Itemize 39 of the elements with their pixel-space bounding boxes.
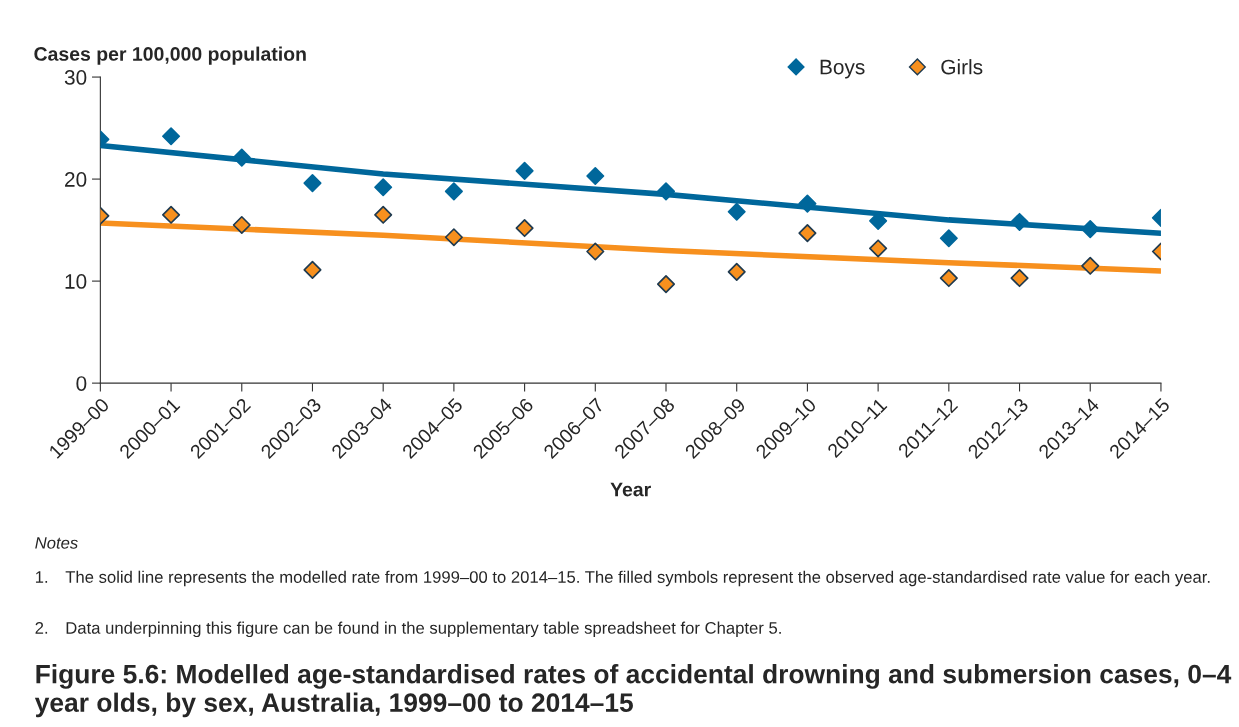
point: [939, 268, 958, 288]
point: [1081, 220, 1100, 239]
point: [303, 174, 322, 193]
point: [798, 224, 817, 243]
text: 1. The solid line represents the modelled rate from 1999–00 to 2014–15. The filled symbols represent the observed age-standardised rate value for each year.: [35, 570, 1210, 587]
point: [374, 205, 393, 224]
point: [727, 262, 746, 281]
point: [798, 194, 817, 213]
y-tick-label: 10: [65, 274, 87, 289]
point: [869, 239, 888, 258]
point: [515, 161, 534, 180]
point: [656, 182, 676, 201]
point: [303, 260, 322, 279]
text: Notes: [35, 537, 78, 549]
point: [939, 229, 958, 248]
x-axis-title: Year: [610, 482, 651, 497]
point: [656, 275, 676, 294]
point: [162, 205, 181, 224]
point: [374, 178, 393, 197]
y-tick-label: 20: [65, 172, 87, 187]
legend-label: Boys: [820, 59, 865, 79]
point: [586, 242, 605, 261]
point: [1010, 268, 1029, 288]
legend-label: Girls: [941, 59, 983, 75]
point: [444, 182, 463, 201]
point: [232, 148, 251, 167]
point: [162, 127, 181, 146]
y-tick-label: 0: [76, 376, 87, 391]
point: [515, 219, 534, 238]
point: [727, 202, 746, 221]
y-tick-label: 30: [64, 70, 87, 85]
text: Figure 5.6: Modelled age-standardised rates of accidental drowning and submersion cases, 0–4 year olds, by sex, Australia, 1999–00 to 2014–15: [34, 664, 1232, 718]
point: [444, 228, 463, 247]
point: [1010, 212, 1029, 231]
point: [232, 215, 251, 235]
point: [586, 166, 605, 186]
y-axis-title: Cases per 100,000 population: [34, 46, 306, 65]
point: [1081, 256, 1100, 275]
text: 2. Data underpinning this figure can be found in the supplementary table spreadsheet for Chapter 5.: [35, 621, 781, 638]
